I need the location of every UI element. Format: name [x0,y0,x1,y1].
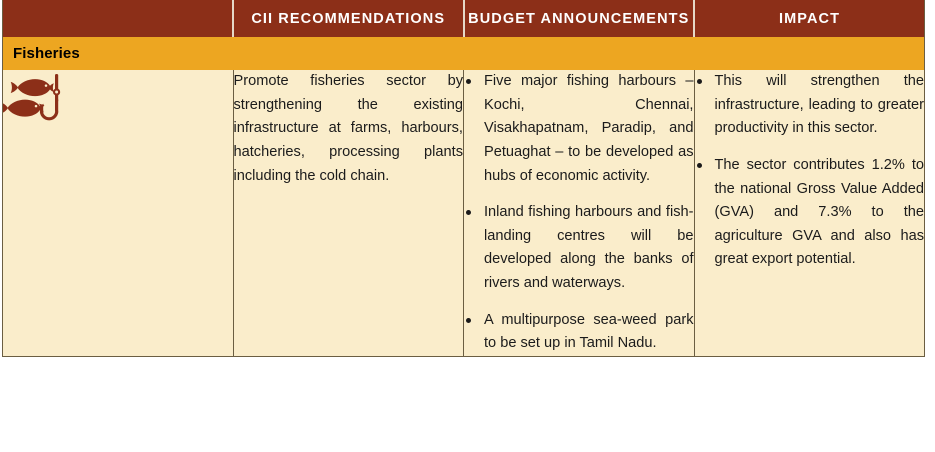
section-title-fisheries: Fisheries [2,37,925,70]
cii-recommendation-text: Promote fisheries sector by strengthenin… [233,73,464,184]
list-item-text: Inland fishing harbours and fish-landing… [484,204,694,292]
column-header-icon [2,0,234,37]
cell-cii-recommendations: Promote fisheries sector by strengthenin… [232,70,464,357]
bullet-dot-icon [466,317,471,323]
column-header-budget-announcements: BUDGET ANNOUNCEMENTS [462,0,694,37]
list-item-text: Five major fishing harbours – Kochi, Che… [484,73,694,184]
impact-list: This will strengthen the infrastructure,… [695,70,925,272]
list-item-text: This will strengthen the infrastructure,… [714,73,925,137]
bullet-dot-icon [466,210,471,216]
list-item-text: The sector contributes 1.2% to the natio… [714,156,925,268]
table-header-row: CII RECOMMENDATIONS BUDGET ANNOUNCEMENTS… [2,0,925,37]
row-icon-cell [2,70,233,357]
list-item: This will strengthen the infrastructure,… [695,70,925,141]
column-header-impact: IMPACT [693,0,925,37]
cell-budget-announcements: Five major fishing harbours – Kochi, Che… [463,70,694,357]
list-item: Inland fishing harbours and fish-landing… [464,201,694,296]
fish-and-hook-icon [3,70,233,126]
list-item: Five major fishing harbours – Kochi, Che… [464,70,694,188]
list-item-text: A multipurpose sea-weed park to be set u… [484,311,694,352]
bullet-dot-icon [466,79,471,85]
cell-impact: This will strengthen the infrastructure,… [693,70,925,357]
section-row-fisheries: Fisheries [2,37,925,70]
list-item: A multipurpose sea-weed park to be set u… [464,309,694,356]
budget-comparison-table: CII RECOMMENDATIONS BUDGET ANNOUNCEMENTS… [2,0,925,358]
budget-announcements-list: Five major fishing harbours – Kochi, Che… [464,70,694,356]
bullet-dot-icon [696,163,702,169]
table-row: Promote fisheries sector by strengthenin… [2,70,925,357]
budget-comparison-table-wrapper: CII RECOMMENDATIONS BUDGET ANNOUNCEMENTS… [2,0,925,437]
column-header-cii-recommendations: CII RECOMMENDATIONS [233,0,464,37]
bullet-dot-icon [696,79,702,85]
list-item: The sector contributes 1.2% to the natio… [695,154,925,272]
